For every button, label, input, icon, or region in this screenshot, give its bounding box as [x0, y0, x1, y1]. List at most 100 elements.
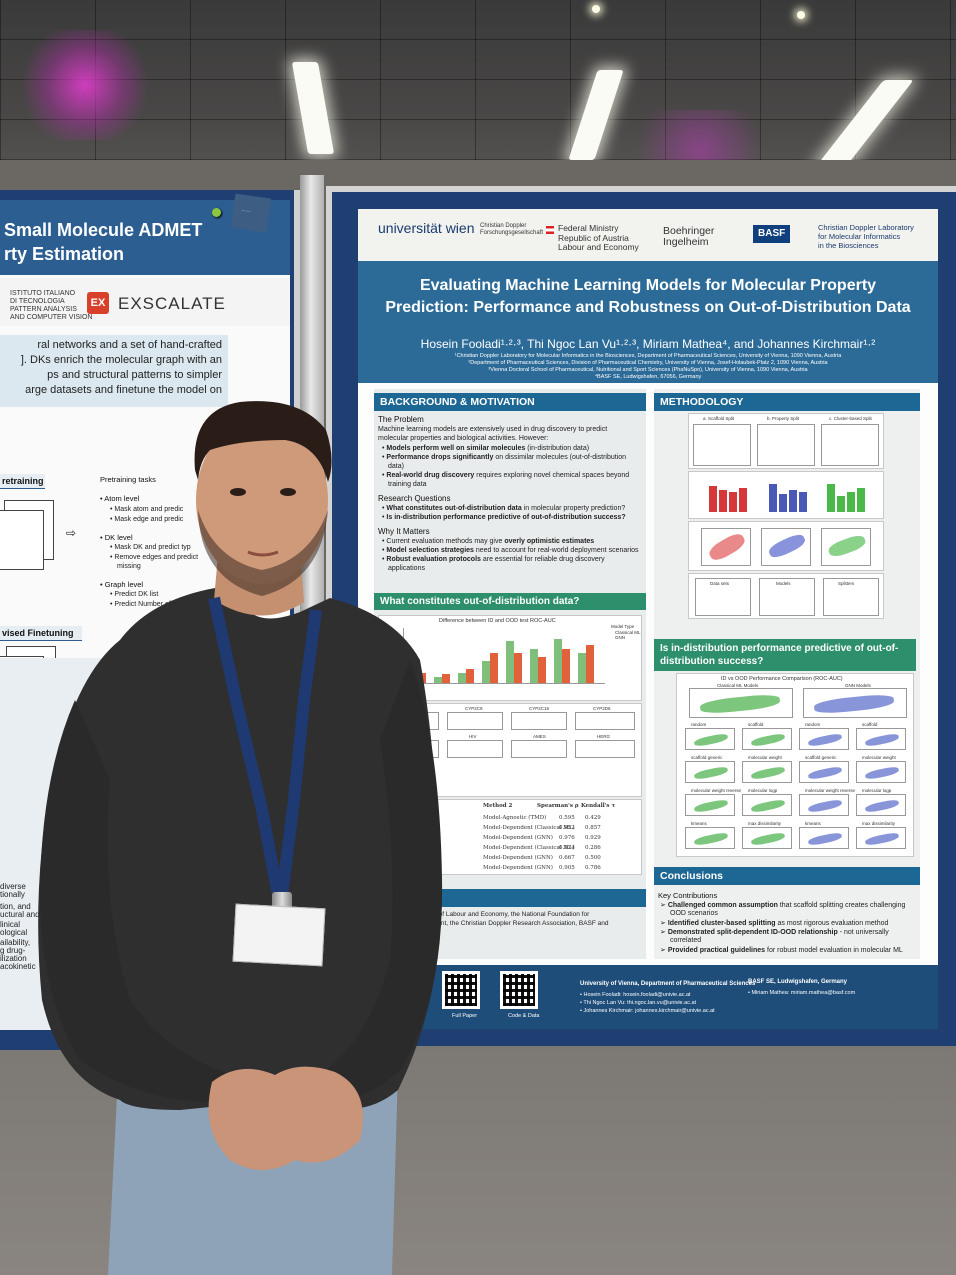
bar — [769, 484, 777, 512]
side-text: ailability, — [0, 938, 31, 947]
table-row: Model-Dependent (Classical ML)0.952 0.857 — [483, 825, 601, 831]
problem-title: The Problem — [378, 415, 424, 424]
scatter-cloud — [864, 798, 900, 814]
task-item: Mask atom and predic — [110, 506, 183, 513]
left-section-pretraining: retraining — [0, 474, 45, 489]
pretraining-tasks-title: Pretraining tasks — [100, 475, 156, 484]
scatter-panel-title: max dissimilarity — [862, 821, 896, 826]
correlation-scatter-plots — [688, 521, 884, 571]
problem-bullet: Performance drops significantly on dissi… — [382, 454, 626, 461]
affiliation: ²Department of Pharmaceutical Sciences, … — [468, 360, 828, 366]
id-ood-scatter-figure: ID vs OOD Performance Comparison (ROC-AU… — [676, 673, 914, 857]
bar — [837, 496, 845, 512]
scatter-cloud — [750, 732, 786, 748]
task-item: missing — [117, 563, 141, 570]
mini-title: HERG — [597, 734, 611, 739]
cd-laboratory-logo: Christian Doppler Laboratory for Molecul… — [818, 223, 914, 250]
bar — [847, 492, 855, 512]
rq-title: Research Questions — [378, 494, 451, 503]
table-row: Model-Dependent (Classical ML)0.524 0.286 — [483, 845, 601, 851]
scatter-panel — [701, 528, 751, 566]
exscalate-logo-text: EXSCALATE — [118, 294, 226, 313]
conclusion-item: Demonstrated split-dependent ID-OOD rela… — [660, 928, 889, 936]
scatter-panel — [761, 528, 811, 566]
scatter-panel-title: molecular weight reverse — [691, 788, 742, 793]
bar-gnn — [418, 673, 426, 683]
ood-chart-title: Difference between ID and OOD test ROC-A… — [439, 618, 556, 624]
footer-basf-head: BASF SE, Ludwigshafen, Germany — [748, 979, 848, 985]
scatter-cloud — [693, 732, 729, 748]
scatter-cloud — [750, 798, 786, 814]
scatter-panel — [689, 688, 793, 718]
bar-classical — [506, 641, 514, 683]
scatter-panel — [799, 728, 849, 750]
scatter-panel-title: random — [805, 722, 821, 727]
scatter-panel-title: scaffold generic — [805, 755, 837, 760]
scatter-panel — [685, 794, 735, 816]
table-row: Model-Agnostic (TMD) 0.595 0.429 — [483, 815, 601, 821]
poster-title-line1: Evaluating Machine Learning Models for M… — [419, 277, 877, 294]
bar-gnn — [490, 653, 498, 683]
table-row: Model-Dependent (GNN) 0.667 0.500 — [483, 855, 601, 861]
task-item: Remove edges and predict — [110, 554, 198, 561]
legend-title: Model Type — [611, 624, 635, 629]
scatter-cloud — [693, 831, 729, 847]
red-bars — [709, 480, 755, 512]
experiment-setup: Data sets Models Splitters — [688, 573, 884, 619]
methodology-heading: METHODOLOGY — [654, 393, 920, 411]
bar-classical — [434, 677, 442, 683]
footer-contact: Miriam Mathea: miriam.mathea@basf.com — [748, 990, 855, 996]
split-bar-charts — [688, 471, 884, 519]
scatter-panel-title: molecular weight — [862, 755, 896, 760]
footer-contact: Johannes Kirchmair: johannes.kirchmair@u… — [580, 1008, 714, 1014]
indist-heading-line2: distribution success? — [660, 656, 764, 667]
mini-title: HIV — [469, 734, 477, 739]
scatter-panel-title: random — [691, 722, 707, 727]
scatter-panel-title: molecular logp — [862, 788, 892, 793]
affiliation: ¹Christian Doppler Laboratory for Molecu… — [454, 353, 842, 359]
scatter-cloud — [864, 765, 900, 781]
affiliation: ⁴BASF SE, Ludwigshafen, 67056, Germany — [594, 374, 702, 380]
bar — [719, 490, 727, 512]
scatter-panel — [856, 728, 906, 750]
conclusions-sub: Key Contributions — [658, 891, 718, 900]
scatter-panel — [742, 761, 792, 783]
scatter-cloud — [807, 831, 843, 847]
scatter-panel-title: scaffold — [862, 722, 878, 727]
setup-box: Models — [759, 578, 815, 616]
scatter-panel-title: kmeans — [691, 821, 707, 826]
qr-label: Code & Data — [508, 1013, 540, 1019]
task-head: DK level — [100, 533, 133, 542]
task-item: Mask edge and predic — [110, 516, 183, 523]
bar-gnn — [514, 653, 522, 683]
footer-contact: Hosein Fooladi: hosein.fooladi@univie.ac… — [580, 992, 690, 998]
side-text: ilization — [0, 954, 27, 963]
scatter-panel-title: molecular weight — [748, 755, 782, 760]
scatter-panel — [685, 728, 735, 750]
side-text: Dor — [56, 971, 69, 980]
task-item: Predict Number of — [110, 601, 170, 608]
scatter-cloud — [699, 692, 781, 716]
ood-small-multiples: CYP1A2 CYP2C9 CYP2C19 CYP2D6 CYP3A4 HIV … — [378, 703, 642, 797]
poster-footer: Full Paper Code & Data University of Vie… — [358, 965, 938, 1029]
pushpin — [212, 208, 221, 217]
table-row: Model-Dependent (GNN) 0.905 0.786 — [483, 865, 601, 871]
side-text: tion, and — [0, 902, 31, 911]
bar-gnn — [586, 645, 594, 683]
bar-classical — [458, 673, 466, 683]
conclusions-heading: Conclusions — [654, 867, 920, 885]
setup-box: Data sets — [695, 578, 751, 616]
bar — [857, 488, 865, 512]
legend-item: GNN — [615, 635, 625, 640]
side-text: uctural and — [0, 910, 40, 919]
scatter-cloud — [706, 530, 748, 564]
scatter-cloud — [693, 798, 729, 814]
box-title: Data sets — [710, 581, 730, 586]
affiliation: ³Vienna Doctoral School of Pharmaceutica… — [488, 367, 808, 373]
ceiling-spotlight-2 — [797, 11, 805, 19]
fig-title: ID vs OOD Performance Comparison (ROC-AU… — [721, 676, 843, 682]
bar — [799, 492, 807, 512]
scatter-cloud — [807, 732, 843, 748]
left-poster-logos: ISTITUTO ITALIANO DI TECNOLOGIA PATTERN … — [0, 278, 290, 326]
box-title: Splitters — [838, 581, 855, 586]
